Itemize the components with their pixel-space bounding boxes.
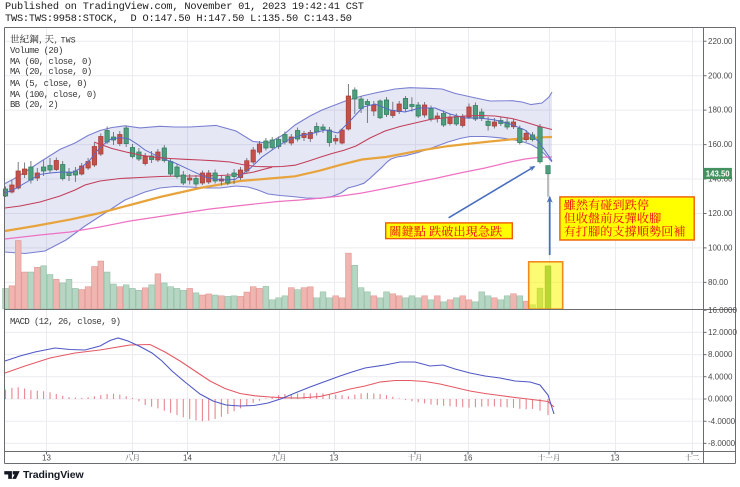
svg-text:140.00: 140.00 [708, 175, 733, 184]
svg-text:16.0000: 16.0000 [708, 306, 737, 315]
svg-text:13: 13 [330, 454, 339, 463]
svg-text:16: 16 [464, 454, 473, 463]
svg-text:100.00: 100.00 [708, 244, 733, 253]
svg-text:0.0000: 0.0000 [708, 395, 733, 404]
svg-text:-4.0000: -4.0000 [708, 417, 736, 426]
svg-text:8.0000: 8.0000 [708, 350, 733, 359]
svg-text:12.0000: 12.0000 [708, 328, 737, 337]
svg-text:220.00: 220.00 [708, 37, 733, 46]
svg-text:80.00: 80.00 [708, 278, 729, 287]
svg-text:143.50: 143.50 [706, 169, 731, 178]
svg-text:200.00: 200.00 [708, 71, 733, 80]
svg-text:180.00: 180.00 [708, 106, 733, 115]
svg-text:160.00: 160.00 [708, 140, 733, 149]
svg-text:TWS: TWS [61, 36, 76, 45]
svg-text:-8.0000: -8.0000 [708, 439, 736, 448]
svg-text:120.00: 120.00 [708, 209, 733, 218]
svg-text:4.0000: 4.0000 [708, 372, 733, 381]
svg-text:13: 13 [42, 454, 51, 463]
svg-text:13: 13 [611, 454, 620, 463]
svg-text:14: 14 [183, 454, 192, 463]
